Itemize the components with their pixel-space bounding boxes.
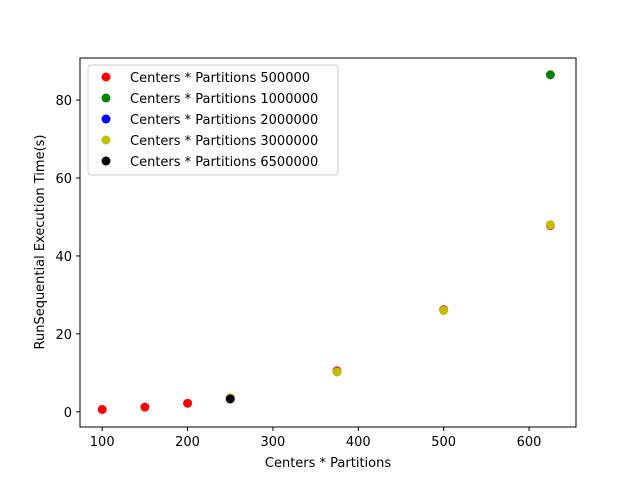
y-tick-label: 40 bbox=[55, 250, 72, 265]
legend-marker bbox=[101, 156, 111, 166]
data-point-series-0 bbox=[140, 402, 150, 412]
plot-frame bbox=[79, 57, 577, 428]
legend-box bbox=[87, 64, 339, 176]
x-axis-label: Centers * Partitions bbox=[265, 456, 391, 471]
data-point-series-4 bbox=[225, 394, 235, 404]
data-point-series-1 bbox=[545, 70, 555, 80]
data-point-series-3 bbox=[332, 367, 342, 377]
x-tick-label: 600 bbox=[517, 435, 542, 450]
y-tick-label: 0 bbox=[64, 406, 72, 421]
data-point-series-0 bbox=[183, 398, 193, 408]
points-layer bbox=[97, 70, 555, 414]
legend-entry-label: Centers * Partitions 6500000 bbox=[130, 155, 318, 170]
y-axis-label: RunSequential Execution Time(s) bbox=[33, 135, 48, 350]
legend-marker bbox=[101, 135, 111, 145]
y-tick-label: 80 bbox=[55, 94, 72, 109]
x-tick-label: 500 bbox=[431, 435, 456, 450]
legend-marker bbox=[101, 72, 111, 82]
x-tick-label: 400 bbox=[346, 435, 371, 450]
legend: Centers * Partitions 500000 Centers * Par… bbox=[87, 64, 339, 176]
legend-entry-label: Centers * Partitions 500000 bbox=[130, 71, 310, 86]
legend-marker bbox=[101, 93, 111, 103]
data-point-series-0 bbox=[97, 404, 107, 414]
y-tick-label: 20 bbox=[55, 328, 72, 343]
legend-entry-label: Centers * Partitions 3000000 bbox=[130, 134, 318, 149]
legend-entry-label: Centers * Partitions 2000000 bbox=[130, 113, 318, 128]
x-axis: 100 200 300 400 500 600 bbox=[90, 427, 542, 450]
x-tick-label: 200 bbox=[175, 435, 200, 450]
data-point-series-3 bbox=[545, 220, 555, 230]
legend-marker bbox=[101, 114, 111, 124]
y-tick-label: 60 bbox=[55, 172, 72, 187]
y-axis: 0 20 40 60 80 bbox=[55, 94, 80, 421]
legend-entry-label: Centers * Partitions 1000000 bbox=[130, 92, 318, 107]
data-point-series-3 bbox=[439, 305, 449, 315]
x-tick-label: 300 bbox=[261, 435, 286, 450]
x-tick-label: 100 bbox=[90, 435, 115, 450]
